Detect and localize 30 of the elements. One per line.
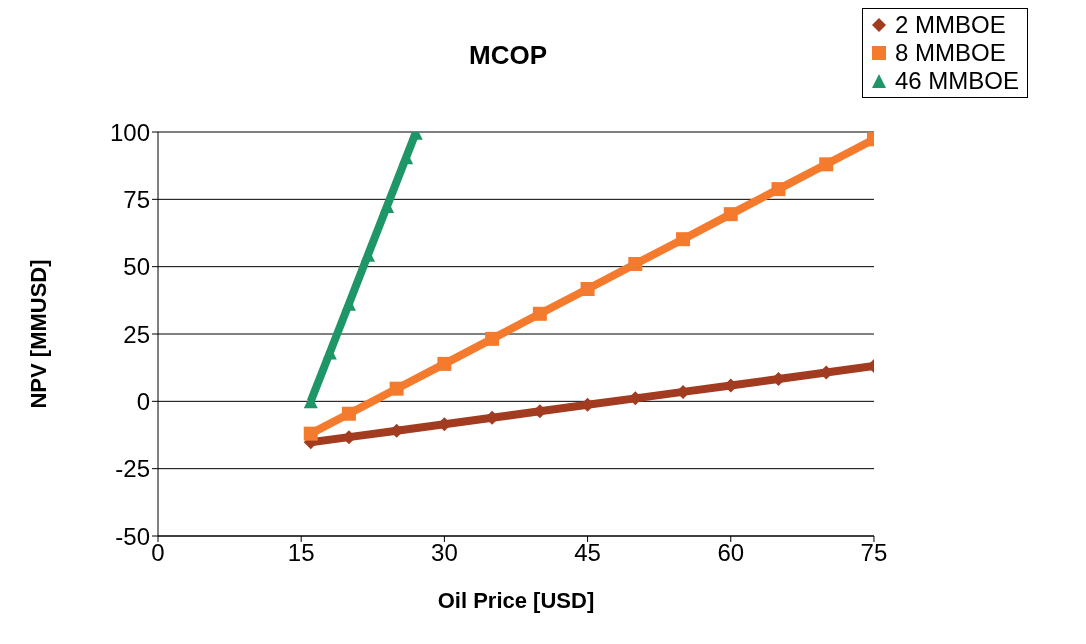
x-axis-title: Oil Price [USD]	[437, 588, 595, 613]
x-tick-label: 75	[860, 539, 888, 567]
point	[389, 381, 404, 396]
x-tick-label: 60	[717, 539, 745, 567]
y-tick-label: 75	[123, 185, 150, 213]
x-tick-label: 30	[431, 539, 458, 567]
y-tick-label: 50	[123, 253, 150, 281]
y-tick-label: -50	[115, 522, 150, 550]
point	[532, 306, 547, 321]
point	[303, 426, 318, 441]
point	[485, 331, 500, 346]
y-tick-label: 0	[136, 387, 150, 415]
legend-label: 46 MMBOE	[894, 67, 1019, 95]
x-tick-label: 45	[574, 539, 601, 567]
chart-title: MCOP	[469, 40, 547, 70]
point	[819, 157, 834, 172]
point	[437, 356, 452, 371]
y-tick-label: 25	[123, 320, 150, 348]
point	[723, 207, 738, 222]
y-tick-label: -25	[115, 455, 150, 483]
point	[580, 282, 595, 297]
legend-label: 2 MMBOE	[894, 11, 1006, 39]
y-axis-title: NPV [MMUSD]	[25, 259, 51, 409]
x-tick-label: 15	[287, 539, 315, 567]
point	[771, 182, 786, 197]
point	[341, 406, 356, 421]
y-tick-label: 100	[109, 118, 150, 146]
legend-label: 8 MMBOE	[894, 39, 1006, 67]
point	[676, 232, 691, 247]
point	[628, 256, 643, 271]
